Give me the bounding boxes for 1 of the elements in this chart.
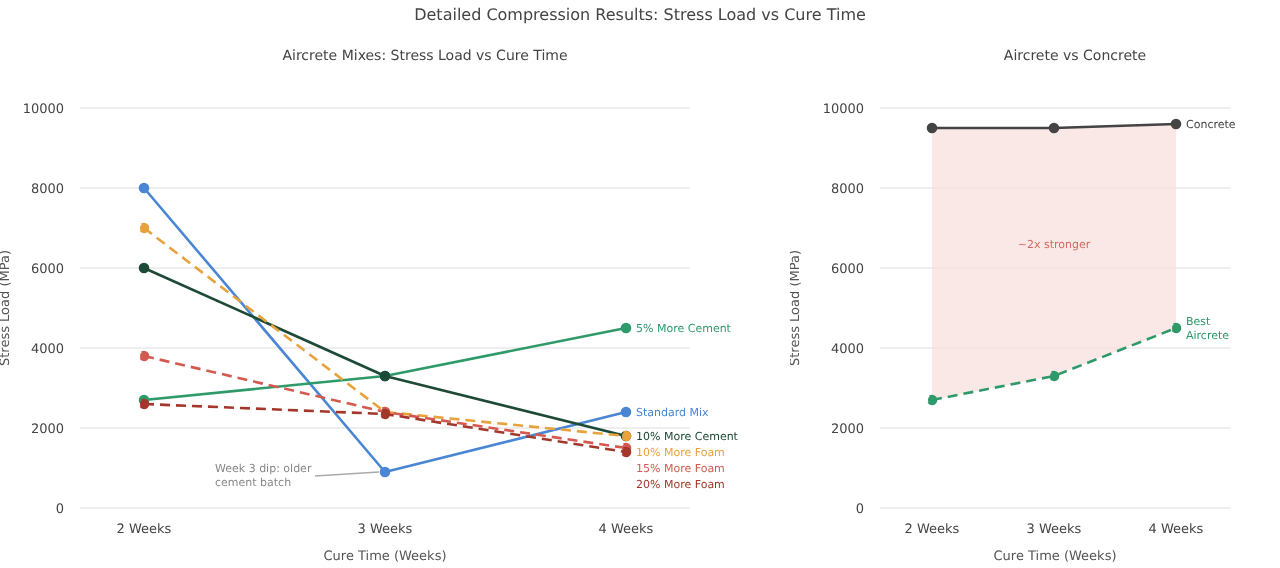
- chart-title: Detailed Compression Results: Stress Load vs Cure Time: [412, 6, 868, 24]
